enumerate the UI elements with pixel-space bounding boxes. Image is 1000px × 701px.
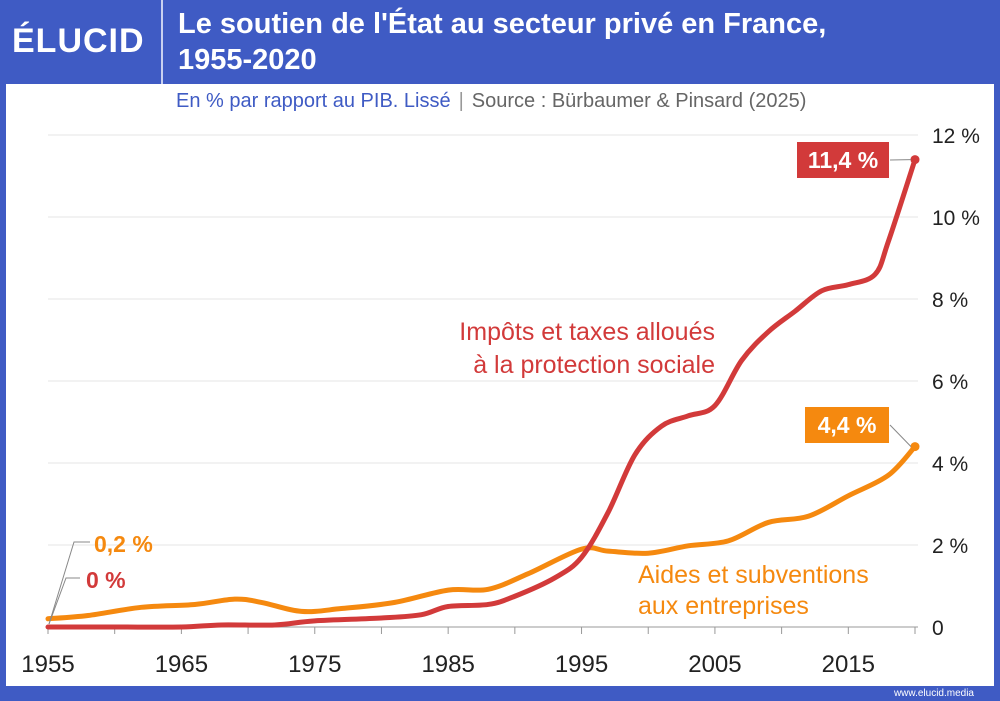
- y-tick-label: 12 %: [932, 125, 980, 148]
- end-point: [910, 155, 920, 165]
- x-tick-label: 1985: [421, 651, 474, 678]
- series-line-taxes: [45, 157, 918, 630]
- start-callout-line: [48, 541, 90, 625]
- header: ÉLUCID Le soutien de l'État au secteur p…: [0, 0, 1000, 84]
- callout-line: [889, 424, 912, 447]
- y-tick-label: 8 %: [932, 289, 968, 312]
- subtitle: En % par rapport au PIB. Lissé | Source : …: [176, 90, 806, 113]
- x-tick-label: 2005: [688, 651, 741, 678]
- x-tick-label: 1965: [155, 651, 208, 678]
- title-line-2: 1955-2020: [178, 44, 317, 76]
- y-tick-label: 4 %: [932, 453, 968, 476]
- end-value-label: 4,4 %: [818, 412, 877, 438]
- series-label: Impôts et taxes alloués: [459, 318, 715, 346]
- separator: |: [458, 90, 464, 112]
- series-line-subsidies: [45, 444, 918, 622]
- title-line-1: Le soutien de l'État au secteur privé en…: [178, 8, 827, 40]
- footer-url: www.elucid.media: [893, 688, 974, 699]
- y-tick-label: 10 %: [932, 207, 980, 230]
- start-callout-line: [48, 577, 80, 625]
- start-value-label: 0,2 %: [94, 531, 153, 557]
- x-tick-label: 1995: [555, 651, 608, 678]
- end-value-label: 11,4 %: [808, 147, 878, 173]
- x-tick-label: 2015: [822, 651, 875, 678]
- end-point: [910, 442, 920, 452]
- y-tick-label: 2 %: [932, 535, 968, 558]
- x-tick-label: 1975: [288, 651, 341, 678]
- source-text: Source : Bürbaumer & Pinsard (2025): [471, 90, 807, 112]
- end-label-box: [805, 407, 889, 443]
- series-label: Aides et subventions: [638, 561, 869, 589]
- elucid-logo: ÉLUCID: [12, 22, 145, 60]
- chart-title: Le soutien de l'État au secteur privé en…: [178, 6, 826, 78]
- y-tick-label: 0: [932, 617, 944, 640]
- end-label-box: [797, 142, 889, 178]
- subtitle-text: En % par rapport au PIB. Lissé: [176, 90, 451, 112]
- series-label: aux entreprises: [638, 592, 809, 620]
- y-tick-label: 6 %: [932, 371, 968, 394]
- header-divider: [161, 0, 163, 84]
- x-tick-label: 1955: [21, 651, 74, 678]
- start-value-label: 0 %: [86, 567, 126, 593]
- series-label: à la protection sociale: [473, 351, 715, 379]
